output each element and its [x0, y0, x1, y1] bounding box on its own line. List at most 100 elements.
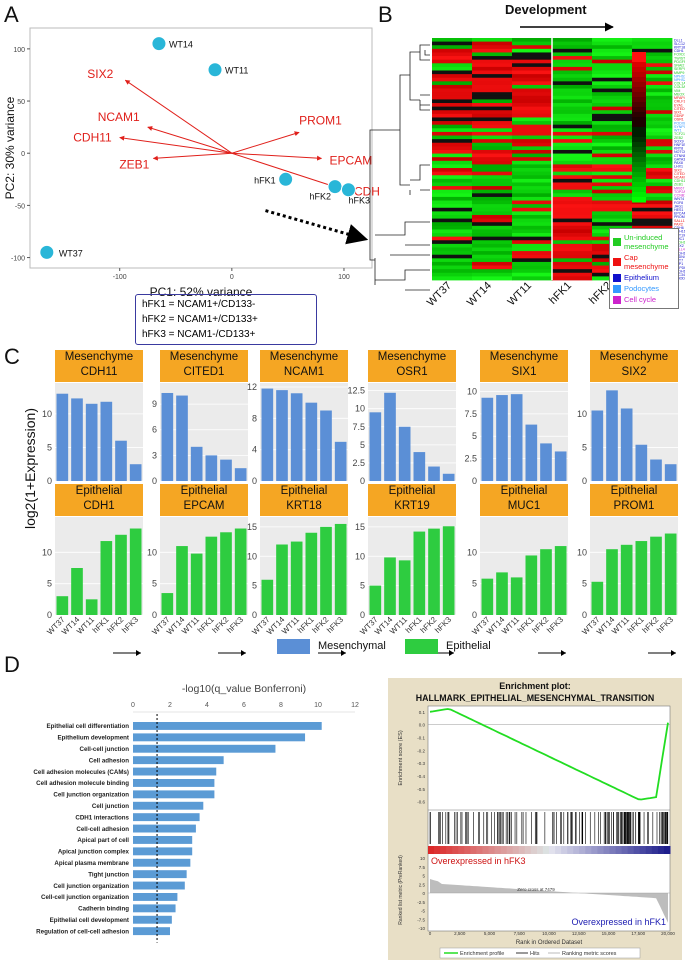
heatmap-cell	[512, 272, 553, 277]
y-tick-label: 12	[247, 383, 257, 392]
heatmap-cell	[552, 233, 593, 238]
y-tick-label: 0	[47, 610, 52, 620]
heatmap-cell	[632, 99, 673, 104]
loading-arrow	[147, 126, 232, 154]
rank-tick-label: 10	[420, 856, 426, 861]
sample-label: hFK2	[309, 192, 331, 202]
qbar-term: Cell-cell junction organization	[41, 894, 129, 901]
heatmap-cell	[472, 88, 513, 93]
qbar-term: Cell junction organization	[53, 883, 129, 890]
heatmap-cell	[592, 178, 633, 183]
rank-color-band	[633, 846, 641, 854]
enrichment-profile	[429, 708, 669, 801]
heatmap-cell	[472, 207, 513, 212]
heatmap-cell	[432, 74, 473, 79]
heatmap-cell	[512, 200, 553, 205]
heatmap-cell	[592, 149, 633, 154]
gsea-legend-box	[439, 947, 641, 959]
heatmap-cell	[512, 124, 553, 129]
heatmap-cell	[552, 272, 593, 277]
rank-color-band	[627, 846, 635, 854]
y-tick-label: 5	[582, 442, 587, 452]
y-tick-label: 6	[152, 425, 157, 435]
bar	[320, 526, 332, 615]
heatmap-cell	[632, 59, 673, 64]
heatmap-cell	[592, 146, 633, 151]
x-tick-label: 8	[279, 702, 283, 709]
y-tick-label: 0	[252, 610, 257, 620]
heatmap-cell	[472, 243, 513, 248]
color-scale-segment	[632, 97, 646, 103]
heatmap-cell	[632, 128, 673, 133]
gsea-title: Enrichment plot:	[499, 681, 571, 691]
heatmap-cell	[632, 66, 673, 71]
heatmap-cell	[592, 38, 633, 43]
heatmap-gene-label: ALDH1A3	[674, 269, 685, 273]
heatmap-cell	[472, 142, 513, 147]
legend-label: Epithelium	[624, 273, 660, 282]
x-tick-label: 6	[242, 702, 246, 709]
x-tick-label: 17,500	[631, 931, 645, 936]
bar	[276, 544, 288, 615]
bar	[100, 401, 113, 481]
heatmap-cell	[512, 189, 553, 194]
rank-color-band	[663, 846, 671, 854]
qvalue-bar-chart: -log10(q_value Bonferroni) 0 2 4 6 8 10 12 Epith…	[33, 683, 359, 943]
bar	[85, 599, 98, 615]
bar	[205, 455, 218, 481]
bar-chart: 0 4 8 12	[247, 383, 348, 485]
bar	[190, 446, 203, 481]
qbar-term: Tight junction	[88, 871, 129, 878]
heatmap-gene-label: CITED1	[674, 107, 685, 111]
facet-gene: SIX2	[621, 366, 647, 378]
heatmap-cell	[592, 164, 633, 169]
heatmap-cell	[472, 168, 513, 173]
x-tick-label: 10	[314, 702, 322, 709]
heatmap-cell	[512, 77, 553, 82]
y-tick-label: 15	[247, 522, 257, 532]
heatmap-cell	[552, 251, 593, 256]
heatmap-cell	[512, 236, 553, 241]
development-arrow-head	[341, 650, 346, 656]
heatmap-gene-label: PAX2	[674, 222, 683, 226]
heatmap-cell	[512, 157, 553, 162]
heatmap-cell	[512, 196, 553, 201]
heatmap-gene-label: JAG1	[674, 204, 683, 208]
heatmap-cell	[552, 95, 593, 100]
qbar	[133, 847, 193, 856]
heatmap-cell	[472, 135, 513, 140]
sample-label: WT14	[169, 40, 193, 50]
rank-tick-label: 7.5	[419, 865, 426, 870]
y-tick-label: 50	[17, 99, 25, 106]
heatmap-cell	[592, 211, 633, 216]
plot-background	[480, 517, 568, 615]
heatmap-gene-label: CRLF1	[674, 100, 685, 104]
heatmap-cell	[632, 52, 673, 57]
rank-color-band	[476, 846, 483, 854]
heatmap-cell	[472, 124, 513, 129]
heatmap-cell	[472, 160, 513, 165]
loading-arrow	[231, 131, 300, 154]
heatmap-cell	[512, 117, 553, 122]
heatmap-cell	[632, 157, 673, 162]
heatmap-cell	[552, 124, 593, 129]
heatmap-cell	[552, 157, 593, 162]
heatmap-cell	[432, 178, 473, 183]
bar	[398, 426, 411, 481]
heatmap-cell	[512, 168, 553, 173]
heatmap-cell	[472, 77, 513, 82]
development-arrow-head	[671, 650, 676, 656]
qbar-title: -log10(q_value Bonferroni)	[182, 683, 306, 695]
heatmap-gene-label: ZEB2	[674, 136, 683, 140]
heatmap-cell	[592, 160, 633, 165]
heatmap-cell	[592, 186, 633, 191]
facet-gene: KRT19	[394, 500, 430, 512]
heatmap-cell	[512, 207, 553, 212]
color-scale-segment	[632, 152, 646, 158]
heatmap-cell	[512, 84, 553, 89]
heatmap-cell	[552, 41, 593, 46]
